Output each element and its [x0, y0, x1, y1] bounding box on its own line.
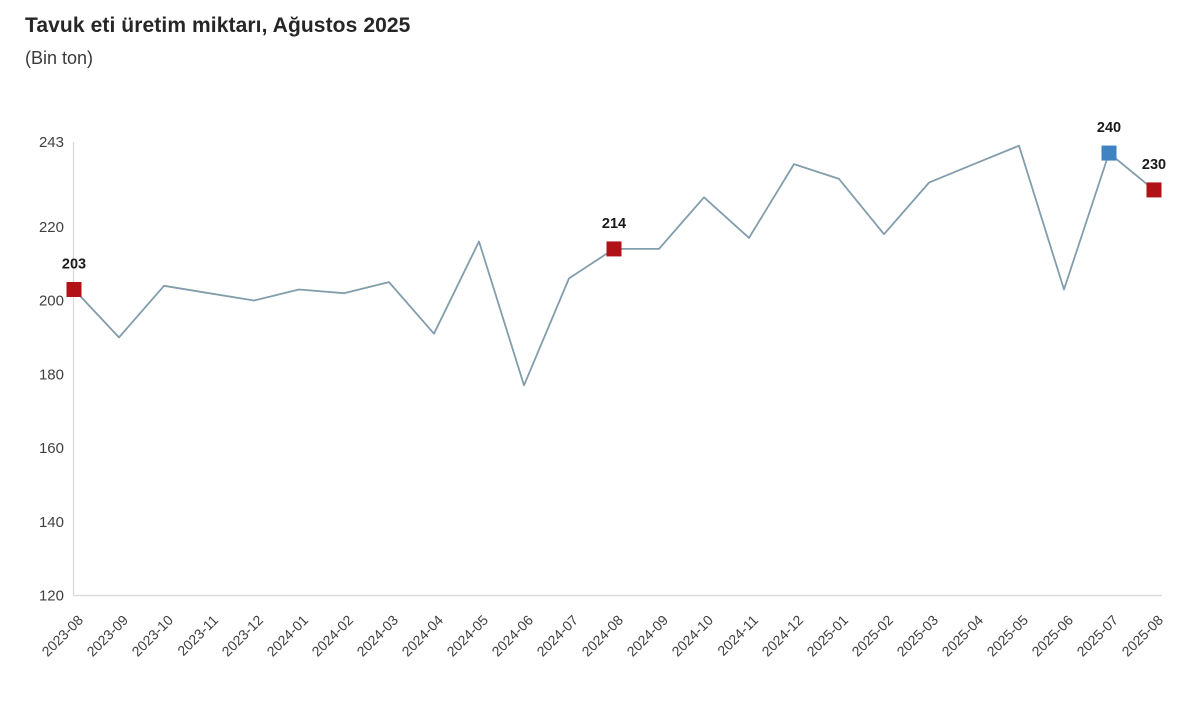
- chart-title: Tavuk eti üretim miktarı, Ağustos 2025: [25, 14, 411, 37]
- x-tick-label: 2024-08: [578, 612, 626, 660]
- point-value-label: 240: [1097, 120, 1121, 136]
- y-tick-label: 180: [39, 366, 64, 383]
- y-tick-label: 220: [39, 219, 64, 236]
- x-tick-label: 2024-09: [623, 612, 671, 660]
- x-tick-label: 2023-09: [83, 612, 131, 660]
- y-tick-label: 243: [39, 134, 64, 151]
- point-value-label: 230: [1142, 157, 1166, 173]
- x-tick-label: 2024-11: [714, 612, 761, 659]
- y-tick-label: 160: [39, 440, 64, 457]
- x-tick-label: 2024-04: [398, 612, 446, 660]
- highlight-marker-2025-08: [1146, 182, 1162, 198]
- x-tick-label: 2025-04: [938, 612, 986, 660]
- chart-subtitle: (Bin ton): [25, 48, 94, 68]
- x-tick-label: 2023-08: [38, 612, 86, 660]
- highlight-marker-2025-07: [1101, 145, 1117, 161]
- x-tick-label: 2025-01: [803, 612, 851, 660]
- x-tick-label: 2024-07: [533, 612, 581, 660]
- x-tick-label: 2024-03: [353, 612, 401, 660]
- highlight-marker-2024-08: [606, 241, 622, 257]
- y-tick-label: 200: [39, 293, 64, 310]
- x-tick-label: 2025-05: [983, 612, 1031, 660]
- x-tick-label: 2025-06: [1028, 612, 1076, 660]
- production-line-series: [73, 144, 1155, 387]
- chart-header: Tavuk eti üretim miktarı, Ağustos 2025 (…: [25, 14, 410, 69]
- point-value-label: 203: [62, 256, 86, 272]
- x-tick-label: 2023-11: [174, 612, 221, 659]
- x-tick-label: 2025-08: [1118, 612, 1166, 660]
- x-tick-label: 2024-10: [668, 612, 716, 660]
- x-tick-label: 2024-06: [488, 612, 536, 660]
- x-tick-label: 2024-12: [758, 612, 806, 660]
- y-tick-label: 140: [39, 514, 64, 531]
- x-tick-label: 2025-07: [1073, 612, 1121, 660]
- highlight-marker-2023-08: [66, 281, 82, 297]
- x-tick-label: 2025-02: [848, 612, 896, 660]
- x-tick-label: 2023-12: [218, 612, 266, 660]
- x-tick-label: 2024-01: [263, 612, 311, 660]
- x-tick-label: 2024-02: [308, 612, 356, 660]
- x-tick-label: 2025-03: [893, 612, 941, 660]
- y-tick-label: 120: [39, 588, 64, 605]
- x-tick-label: 2023-10: [128, 612, 176, 660]
- point-value-label: 214: [602, 216, 626, 232]
- x-tick-label: 2024-05: [443, 612, 491, 660]
